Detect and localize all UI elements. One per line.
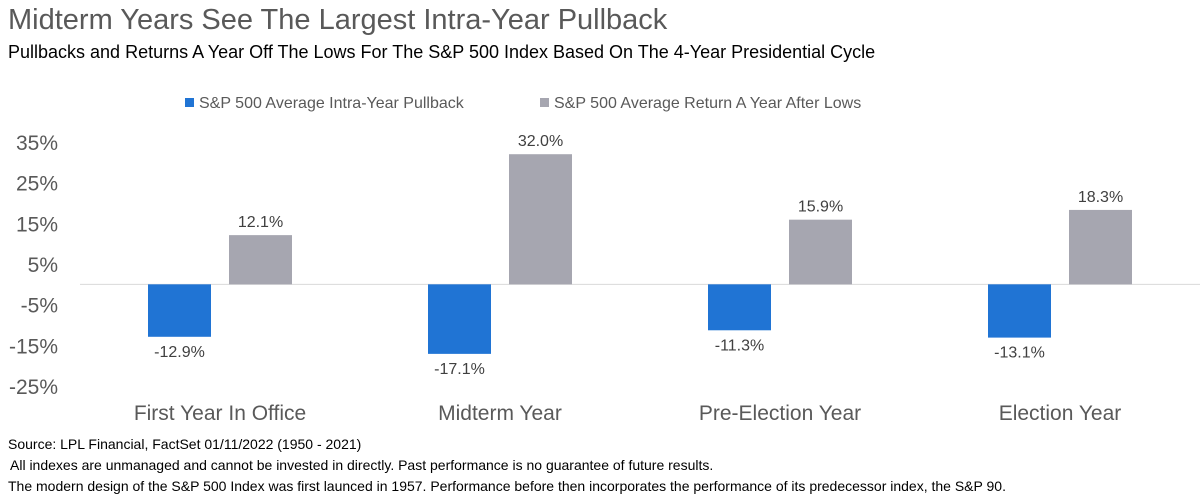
y-tick-label: -5% — [21, 295, 58, 318]
pullback-data-label: -17.1% — [434, 361, 485, 378]
chart-subtitle: Pullbacks and Returns A Year Off The Low… — [8, 42, 876, 62]
return-data-label: 32.0% — [518, 133, 563, 150]
legend-pullback-label: S&P 500 Average Intra-Year Pullback — [199, 95, 465, 112]
return-bar — [1069, 209, 1132, 285]
return-data-label: 12.1% — [238, 214, 283, 231]
y-tick-label: 25% — [16, 173, 58, 196]
y-tick-label: 5% — [28, 254, 58, 277]
return-data-label: 18.3% — [1078, 189, 1123, 206]
return-bar — [229, 235, 292, 285]
pullback-bar — [988, 284, 1051, 338]
x-category-label: First Year In Office — [134, 402, 306, 425]
chart-title: Midterm Years See The Largest Intra-Year… — [8, 4, 668, 36]
history-note: The modern design of the S&P 500 Index w… — [8, 478, 1006, 494]
source-note: Source: LPL Financial, FactSet 01/11/202… — [8, 436, 362, 452]
return-bar — [509, 154, 572, 285]
return-data-label: 15.9% — [798, 199, 843, 216]
legend-return-label: S&P 500 Average Return A Year After Lows — [554, 95, 861, 112]
disclaimer-note: All indexes are unmanaged and cannot be … — [10, 457, 714, 473]
x-category-label: Election Year — [999, 402, 1122, 425]
y-tick-label: -15% — [9, 335, 58, 358]
y-tick-label: 35% — [16, 132, 58, 155]
pullback-data-label: -13.1% — [994, 345, 1045, 362]
y-tick-label: 15% — [16, 213, 58, 236]
pullback-bar — [708, 284, 771, 331]
legend-pullback-swatch — [185, 98, 194, 107]
pullback-data-label: -11.3% — [715, 337, 765, 354]
pullback-bar — [148, 284, 211, 337]
x-category-label: Pre-Election Year — [699, 402, 861, 425]
legend-return-swatch — [540, 98, 549, 107]
return-bar — [789, 219, 852, 285]
pullback-bar — [428, 284, 491, 354]
x-category-label: Midterm Year — [438, 402, 562, 425]
pullback-data-label: -12.9% — [154, 344, 205, 361]
y-tick-label: -25% — [9, 376, 58, 399]
